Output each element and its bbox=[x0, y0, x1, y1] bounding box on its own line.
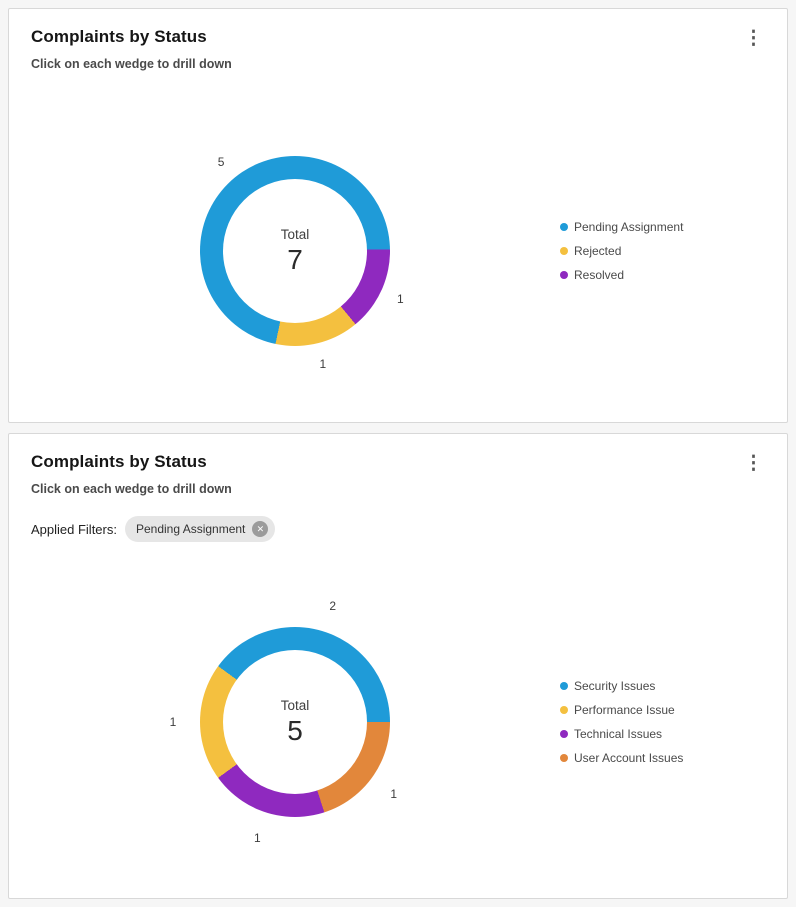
legend: Pending Assignment Rejected Resolved bbox=[560, 210, 683, 292]
donut-center: Total 5 bbox=[223, 650, 367, 794]
legend-item[interactable]: Resolved bbox=[560, 268, 683, 282]
legend-label: User Account Issues bbox=[574, 751, 684, 765]
legend-label: Security Issues bbox=[574, 679, 656, 693]
legend-label: Performance Issue bbox=[574, 703, 675, 717]
donut-chart: Total 7 5 1 1 bbox=[165, 121, 425, 381]
legend-swatch-icon bbox=[560, 754, 568, 762]
complaints-by-status-card: Complaints by Status Click on each wedge… bbox=[8, 8, 788, 423]
filter-chip: Pending Assignment bbox=[124, 516, 276, 542]
legend-swatch-icon bbox=[560, 247, 568, 255]
chart-area: Total 7 5 1 1 Pending Assignment Rejected Re… bbox=[31, 121, 765, 381]
legend-swatch-icon bbox=[560, 706, 568, 714]
card-menu-button[interactable] bbox=[738, 450, 769, 477]
legend-item[interactable]: Performance Issue bbox=[560, 703, 683, 717]
donut-chart: Total 5 2 1 1 1 bbox=[165, 592, 425, 852]
filter-chip-label: Pending Assignment bbox=[135, 522, 246, 536]
total-value: 5 bbox=[287, 714, 303, 746]
complaints-by-status-filtered-card: Complaints by Status Click on each wedge… bbox=[8, 433, 788, 899]
slice-value-label: 5 bbox=[217, 154, 225, 169]
total-label: Total bbox=[280, 697, 310, 713]
applied-filters-label: Applied Filters: bbox=[31, 521, 117, 537]
legend-item[interactable]: Rejected bbox=[560, 244, 683, 258]
legend-label: Pending Assignment bbox=[574, 220, 684, 234]
total-value: 7 bbox=[287, 243, 303, 275]
legend-item[interactable]: Technical Issues bbox=[560, 727, 683, 741]
slice-value-label: 1 bbox=[397, 292, 404, 307]
kebab-menu-icon bbox=[744, 32, 763, 47]
slice-value-label: 1 bbox=[390, 786, 398, 801]
legend-swatch-icon bbox=[560, 271, 568, 279]
kebab-menu-icon bbox=[744, 457, 763, 472]
total-label: Total bbox=[280, 226, 310, 242]
applied-filters-row: Applied Filters: Pending Assignment bbox=[31, 516, 765, 542]
legend-swatch-icon bbox=[560, 730, 568, 738]
legend-item[interactable]: User Account Issues bbox=[560, 751, 683, 765]
legend-swatch-icon bbox=[560, 682, 568, 690]
x-circle-icon[interactable] bbox=[252, 521, 269, 537]
card-subtitle: Click on each wedge to drill down bbox=[31, 482, 232, 496]
card-title: Complaints by Status bbox=[31, 452, 207, 471]
legend-item[interactable]: Pending Assignment bbox=[560, 220, 683, 234]
card-title: Complaints by Status bbox=[31, 27, 207, 46]
legend-label: Resolved bbox=[574, 268, 625, 282]
donut-center: Total 7 bbox=[223, 179, 367, 323]
slice-value-label: 1 bbox=[253, 831, 261, 846]
card-menu-button[interactable] bbox=[738, 25, 769, 52]
legend-label: Technical Issues bbox=[574, 727, 663, 741]
slice-value-label: 1 bbox=[319, 356, 327, 371]
legend-swatch-icon bbox=[560, 223, 568, 231]
slice-value-label: 2 bbox=[329, 598, 337, 613]
chart-area: Total 5 2 1 1 1 Security Issues Performance … bbox=[31, 592, 765, 852]
legend-item[interactable]: Security Issues bbox=[560, 679, 683, 693]
card-subtitle: Click on each wedge to drill down bbox=[31, 57, 232, 71]
slice-value-label: 1 bbox=[169, 715, 177, 729]
legend-label: Rejected bbox=[574, 244, 622, 258]
legend: Security Issues Performance Issue Technica… bbox=[560, 669, 683, 775]
